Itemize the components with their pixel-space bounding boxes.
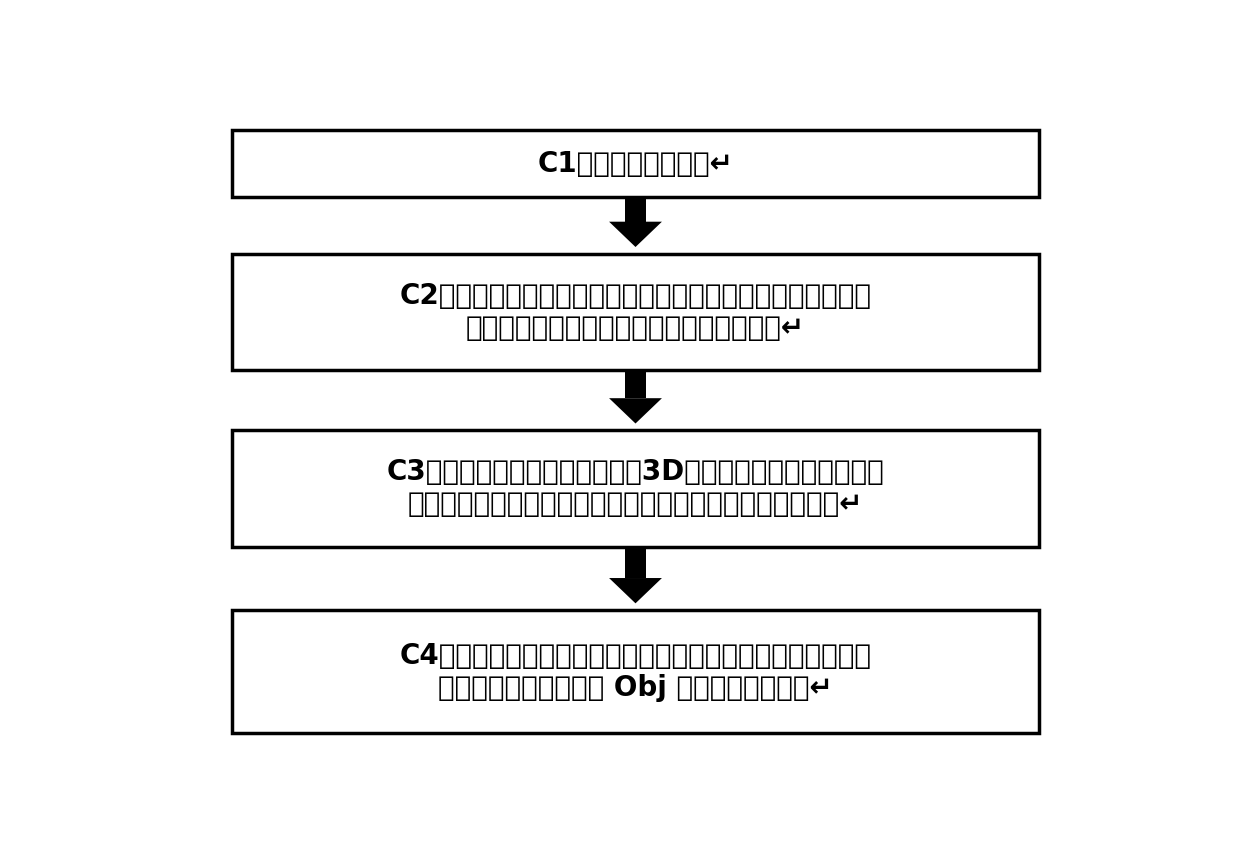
Bar xyxy=(625,197,646,221)
Text: 分解的层片数据保存到 Obj 格式的打印文件中↵: 分解的层片数据保存到 Obj 格式的打印文件中↵ xyxy=(438,674,833,702)
Polygon shape xyxy=(609,578,662,604)
Text: C1、确定打印的方向↵: C1、确定打印的方向↵ xyxy=(538,150,733,177)
Bar xyxy=(232,131,1039,197)
Text: C2、在三维模型沿打印方向的底部设置支撑结构，并对支撑结: C2、在三维模型沿打印方向的底部设置支撑结构，并对支撑结 xyxy=(399,282,872,310)
Bar xyxy=(232,430,1039,547)
Polygon shape xyxy=(609,398,662,424)
Bar xyxy=(625,370,646,398)
Bar xyxy=(625,547,646,578)
Text: C4、对每一个层片进行扫描路径规划，扫描路径填充完毕后将: C4、对每一个层片进行扫描路径规划，扫描路径填充完毕后将 xyxy=(399,642,872,670)
Bar xyxy=(232,253,1039,370)
Text: 定的层厚将分层预处理后的三维模型分解为层厚相等的层片↵: 定的层厚将分层预处理后的三维模型分解为层厚相等的层片↵ xyxy=(408,490,863,518)
Bar xyxy=(232,610,1039,734)
Text: 构的形状、高度、分布和疏密程度进行设计↵: 构的形状、高度、分布和疏密程度进行设计↵ xyxy=(466,314,805,342)
Polygon shape xyxy=(609,221,662,247)
Text: C3、以获取的最优工艺参数作为3D打印参数，沿打印方向按设: C3、以获取的最优工艺参数作为3D打印参数，沿打印方向按设 xyxy=(387,458,884,486)
